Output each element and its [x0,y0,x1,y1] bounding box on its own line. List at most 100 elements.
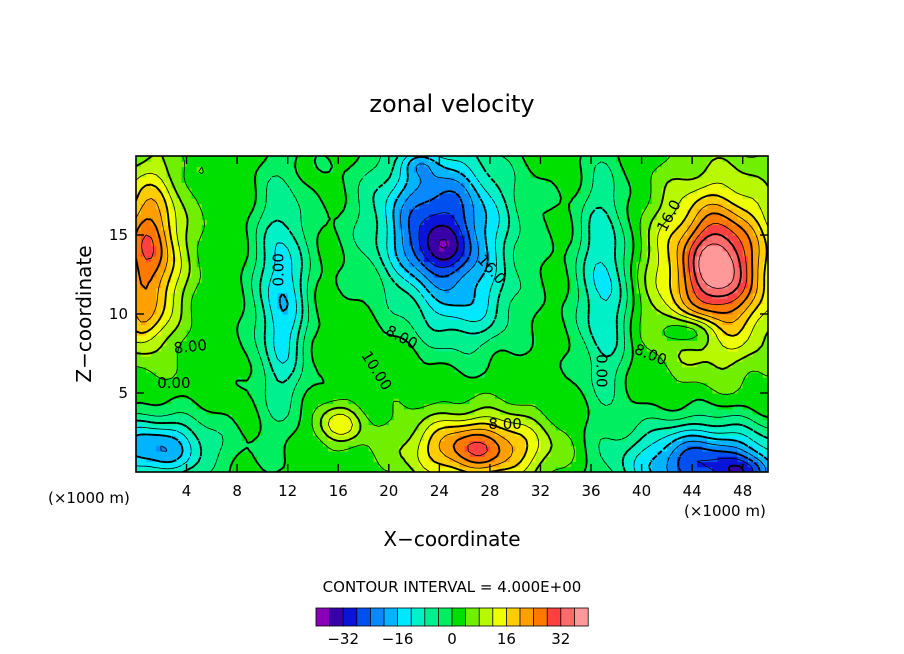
field-cell [439,324,446,331]
field-cell [535,350,542,357]
field-cell [146,266,152,273]
field-cell [545,282,552,289]
field-cell [500,340,506,347]
field-cell [525,292,531,299]
field-cell [227,429,233,436]
field-cell [328,298,334,305]
field-cell [479,340,486,347]
field-cell [211,245,218,252]
field-cell [302,414,309,420]
field-cell [348,198,355,204]
field-cell [151,329,157,336]
field-cell [156,393,162,399]
field-cell [449,161,456,168]
field-cell [257,466,263,472]
field-cell [206,245,213,252]
field-cell [221,361,228,368]
field-cell [312,266,319,273]
field-cell [237,435,243,441]
field-cell [409,319,415,326]
field-cell [176,161,183,168]
field-cell [398,450,405,457]
field-cell [505,429,511,436]
field-cell [272,229,279,236]
field-cell [318,435,324,441]
field-cell [292,271,299,278]
field-cell [500,456,506,463]
field-cell [505,203,511,210]
field-cell [257,440,263,447]
field-cell [191,303,198,310]
field-cell [515,261,521,268]
field-cell [333,356,339,362]
field-cell [414,198,420,204]
field-cell [489,303,496,310]
field-cell [449,298,456,305]
field-cell [252,408,258,415]
field-cell [520,408,526,415]
field-cell [166,335,172,341]
field-cell [136,345,142,352]
field-cell [353,287,360,294]
field-cell [444,356,451,362]
field-cell [136,308,142,315]
field-cell [333,319,339,326]
field-cell [221,213,228,220]
field-cell [429,340,435,347]
field-cell [312,308,319,315]
field-cell [363,303,370,310]
field-cell [545,187,552,194]
field-cell [530,345,537,352]
field-cell [494,445,501,452]
field-cell [469,456,476,463]
field-cell [500,461,506,468]
field-cell [353,345,360,352]
field-cell [383,319,390,326]
field-cell [388,371,395,378]
field-cell [211,466,218,472]
field-cell [247,250,253,257]
field-cell [156,266,162,273]
field-cell [479,356,486,362]
field-cell [141,277,147,283]
field-cell [146,377,152,384]
field-cell [424,382,430,389]
field-cell [302,398,309,405]
field-cell [227,292,233,299]
field-cell [535,229,542,236]
field-cell [221,403,228,410]
field-cell [201,229,208,236]
field-cell [510,298,516,305]
field-cell [479,240,486,247]
field-cell [146,461,152,468]
field-cell [348,208,355,215]
field-cell [363,161,370,168]
field-cell [525,445,531,452]
field-cell [515,350,521,357]
field-cell [393,466,400,472]
field-cell [171,382,178,389]
field-cell [378,177,385,183]
field-cell [323,156,329,162]
field-cell [307,424,314,431]
field-cell [146,398,152,405]
field-cell [201,277,208,283]
field-cell [216,466,223,472]
field-cell [191,282,198,289]
field-cell [211,340,218,347]
field-cell [151,314,157,320]
field-cell [338,314,344,320]
field-cell [489,340,496,347]
field-cell [555,382,562,389]
field-cell [206,282,213,289]
field-cell [409,361,415,368]
field-cell [464,245,471,252]
field-cell [292,308,299,315]
field-cell [161,166,167,173]
field-cell [191,240,198,247]
field-cell [297,366,304,373]
field-cell [383,371,390,378]
field-cell [171,303,178,310]
field-cell [353,271,360,278]
